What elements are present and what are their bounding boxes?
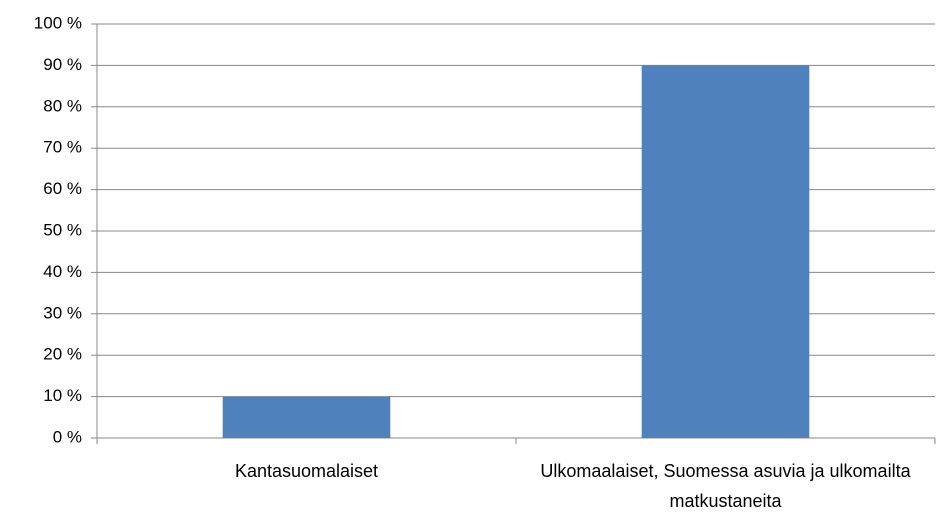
- y-tick-label: 0 %: [53, 427, 82, 446]
- x-tick-label: Ulkomaalaiset, Suomessa asuvia ja ulkoma…: [540, 461, 911, 511]
- y-tick-label: 80 %: [43, 96, 82, 115]
- y-tick-label: 70 %: [43, 138, 82, 157]
- x-tick-label: Kantasuomalaiset: [234, 461, 379, 481]
- bar: [641, 65, 810, 439]
- y-tick-label: 40 %: [43, 262, 82, 281]
- y-tick-label: 90 %: [43, 55, 82, 74]
- y-tick-label: 20 %: [43, 345, 82, 364]
- y-tick-label: 50 %: [43, 220, 82, 239]
- bar: [222, 396, 391, 438]
- y-tick-label: 30 %: [43, 303, 82, 322]
- y-tick-label: 100 %: [34, 13, 82, 32]
- y-tick-label: 60 %: [43, 179, 82, 198]
- y-tick-label: 10 %: [43, 386, 82, 405]
